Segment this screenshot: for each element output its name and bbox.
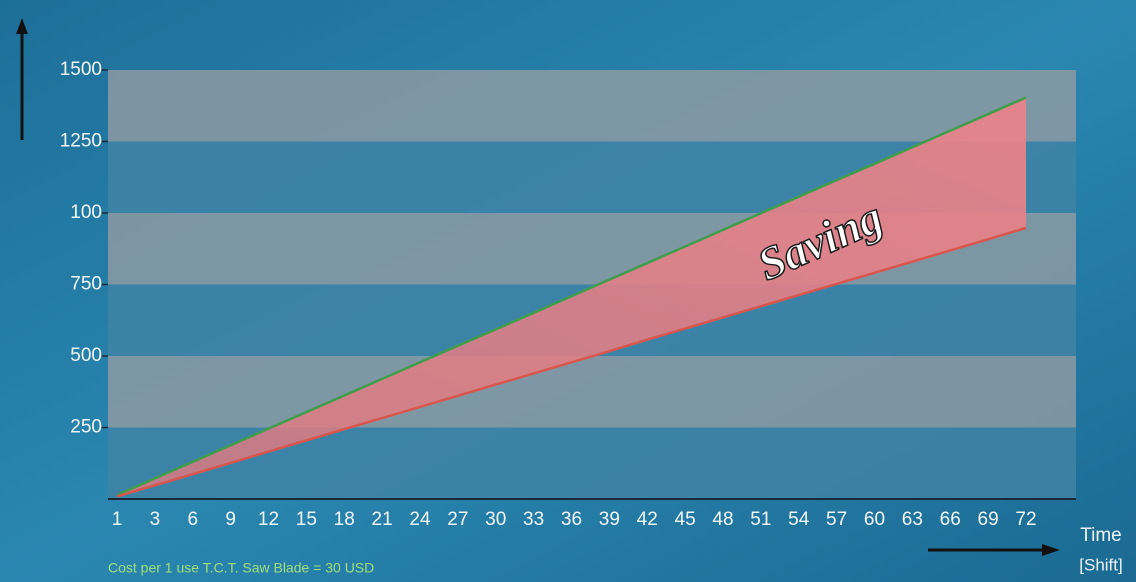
x-tick-label: 36 xyxy=(561,509,582,530)
x-tick-label: 45 xyxy=(675,509,696,530)
stripe xyxy=(108,356,1076,428)
y-tick-label: 100 xyxy=(70,202,102,223)
x-tick-label: 63 xyxy=(902,509,923,530)
stripe xyxy=(108,70,1076,142)
x-tick-label: 48 xyxy=(712,509,733,530)
x-tick-label: 18 xyxy=(334,509,355,530)
x-tick-label: 1 xyxy=(112,509,123,530)
y-tick-label: 250 xyxy=(70,417,102,438)
line-series xyxy=(116,226,1027,498)
caption: Cost per 1 use T.C.T. Saw Blade = 30 USD xyxy=(108,560,374,576)
x-tick-label: 15 xyxy=(296,509,317,530)
x-tick-label: 57 xyxy=(826,509,847,530)
x-axis-unit: [Shift] xyxy=(1079,555,1122,574)
y-tick-label: 1250 xyxy=(60,131,102,152)
line-series xyxy=(116,96,1027,497)
y-tick-label: 500 xyxy=(70,345,102,366)
x-tick-label: 54 xyxy=(788,509,810,530)
x-tick-label: 66 xyxy=(940,509,961,530)
x-tick-label: 33 xyxy=(523,509,544,530)
x-tick-label: 6 xyxy=(187,509,198,530)
x-axis-label: Time xyxy=(1080,525,1122,546)
x-tick-label: 51 xyxy=(750,509,771,530)
y-tick-label: 1500 xyxy=(60,59,102,80)
x-tick-label: 3 xyxy=(150,509,161,530)
x-tick-label: 24 xyxy=(409,509,431,530)
x-tick-label: 21 xyxy=(372,509,393,530)
y-tick-label: 750 xyxy=(70,274,102,295)
x-tick-label: 30 xyxy=(485,509,506,530)
x-tick-label: 42 xyxy=(637,509,658,530)
x-tick-label: 12 xyxy=(258,509,279,530)
x-tick-label: 60 xyxy=(864,509,885,530)
x-tick-label: 27 xyxy=(447,509,468,530)
x-tick-label: 72 xyxy=(1015,509,1036,530)
x-tick-label: 69 xyxy=(978,509,999,530)
x-tick-label: 9 xyxy=(225,509,236,530)
x-tick-label: 39 xyxy=(599,509,620,530)
x-arrow-head xyxy=(1042,544,1060,556)
y-arrow-head xyxy=(16,18,28,34)
